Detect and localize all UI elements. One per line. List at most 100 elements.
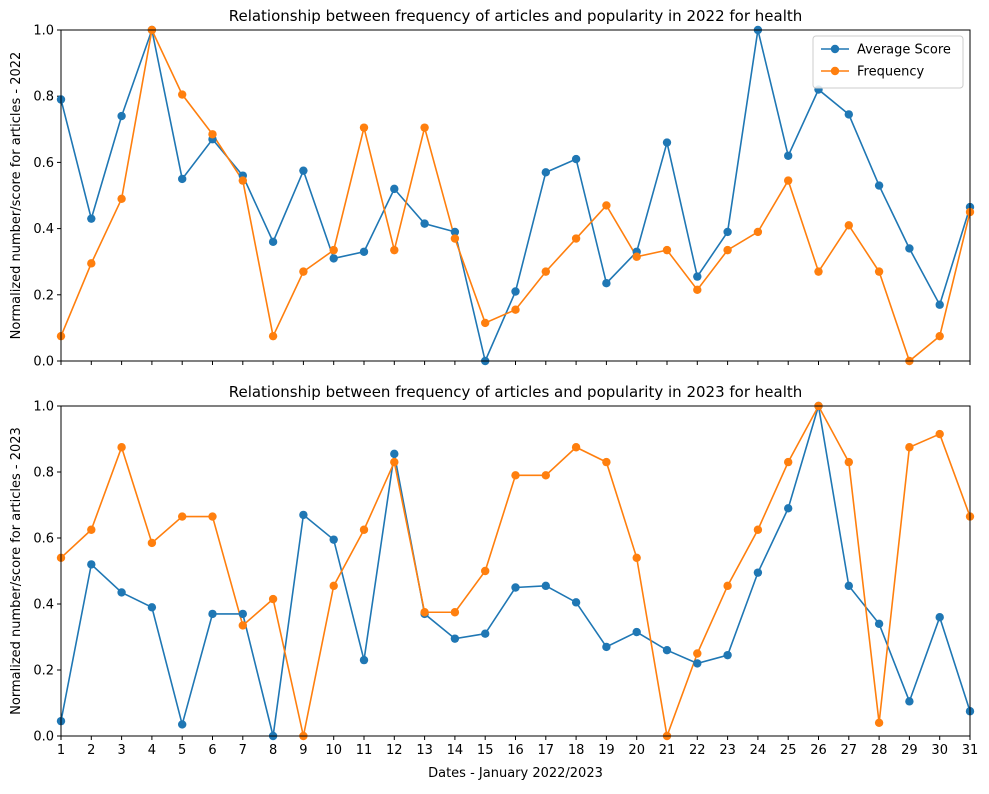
data-point-average-score: [723, 227, 732, 237]
data-point-frequency: [753, 525, 763, 534]
data-point-average-score: [117, 111, 126, 121]
data-point-average-score: [784, 504, 793, 513]
data-point-average-score: [299, 166, 308, 175]
data-point-average-score: [693, 272, 702, 281]
data-point-frequency: [511, 305, 520, 314]
x-tick-label: 13: [416, 743, 433, 758]
data-point-average-score: [541, 581, 550, 591]
legend-label: Frequency: [857, 65, 924, 80]
data-point-average-score: [390, 184, 399, 194]
data-point-average-score: [571, 154, 581, 164]
data-point-frequency: [571, 443, 581, 452]
data-point-average-score: [905, 697, 914, 706]
x-tick-label: 30: [931, 743, 948, 758]
data-point-frequency: [784, 176, 793, 185]
data-point-frequency: [693, 649, 702, 658]
y-tick-label: 0.6: [33, 156, 54, 171]
data-point-frequency: [541, 267, 550, 276]
data-point-frequency: [420, 123, 429, 132]
data-point-average-score: [874, 619, 884, 628]
y-tick-label: 0.8: [33, 90, 54, 105]
data-point-frequency: [359, 525, 369, 534]
data-point-frequency: [178, 90, 187, 99]
data-point-average-score: [208, 609, 217, 619]
data-point-average-score: [571, 598, 581, 607]
data-point-average-score: [693, 659, 702, 668]
data-point-frequency: [450, 234, 460, 243]
data-point-average-score: [753, 568, 763, 577]
y-tick-label: 1.0: [33, 24, 54, 39]
data-point-frequency: [208, 130, 217, 139]
data-point-frequency: [814, 267, 823, 276]
data-point-frequency: [147, 538, 157, 548]
chart-panel-1: Relationship between frequency of articl…: [9, 7, 975, 370]
data-point-frequency: [329, 245, 338, 255]
data-point-frequency: [390, 245, 399, 255]
data-point-frequency: [571, 234, 581, 243]
data-point-frequency: [935, 331, 944, 341]
data-point-frequency: [481, 566, 490, 576]
x-tick-label: 15: [477, 743, 494, 758]
x-tick-label: 22: [689, 743, 706, 758]
legend-marker: [830, 66, 840, 76]
data-point-frequency: [420, 608, 429, 617]
chart-panel-2: Relationship between frequency of articl…: [9, 383, 978, 781]
series-line-frequency: [60, 404, 971, 740]
x-tick-label: 27: [841, 743, 858, 758]
y-tick-label: 0.2: [33, 288, 54, 303]
y-tick-label: 0.2: [33, 664, 54, 679]
chart-title: Relationship between frequency of articl…: [229, 383, 803, 401]
x-tick-label: 26: [810, 743, 827, 758]
data-point-frequency: [87, 525, 96, 534]
plot-area: [56, 401, 975, 741]
y-tick-label: 0.8: [33, 466, 54, 481]
y-tick-label: 0.4: [33, 598, 54, 613]
data-point-average-score: [87, 214, 96, 223]
data-point-average-score: [935, 613, 944, 622]
x-tick-label: 8: [269, 743, 277, 758]
x-tick-label: 9: [299, 743, 307, 758]
data-point-frequency: [784, 457, 793, 467]
x-tick-label: 31: [962, 743, 979, 758]
data-point-average-score: [844, 581, 853, 591]
data-point-average-score: [541, 168, 550, 177]
data-point-frequency: [238, 176, 247, 185]
x-tick-label: 14: [447, 743, 464, 758]
data-point-frequency: [602, 201, 611, 210]
data-point-average-score: [602, 279, 611, 288]
data-point-frequency: [299, 267, 308, 276]
data-point-frequency: [874, 718, 884, 727]
x-tick-label: 7: [239, 743, 247, 758]
chart-title: Relationship between frequency of articl…: [229, 7, 803, 25]
data-point-average-score: [662, 138, 672, 147]
data-point-average-score: [87, 560, 96, 569]
x-tick-label: 11: [356, 743, 373, 758]
data-point-average-score: [299, 510, 308, 520]
data-point-average-score: [511, 583, 520, 592]
data-point-average-score: [329, 535, 338, 544]
legend-box: [812, 35, 964, 89]
data-point-average-score: [723, 650, 732, 660]
data-point-frequency: [87, 259, 96, 268]
x-tick-label: 18: [568, 743, 585, 758]
x-tick-label: 10: [325, 743, 342, 758]
x-tick-label: 20: [628, 743, 645, 758]
data-point-frequency: [693, 285, 702, 295]
data-point-average-score: [147, 603, 157, 612]
data-point-frequency: [753, 227, 763, 237]
data-point-frequency: [844, 457, 853, 467]
y-tick-label: 0.4: [33, 222, 54, 237]
legend-marker: [830, 44, 840, 54]
data-point-frequency: [541, 471, 550, 480]
x-tick-label: 23: [719, 743, 736, 758]
x-tick-label: 12: [386, 743, 403, 758]
data-point-frequency: [268, 594, 278, 604]
data-point-average-score: [602, 642, 611, 652]
data-point-average-score: [481, 629, 490, 638]
data-point-frequency: [511, 471, 520, 480]
data-point-average-score: [662, 646, 672, 655]
x-tick-label: 3: [117, 743, 125, 758]
data-point-average-score: [511, 287, 520, 296]
